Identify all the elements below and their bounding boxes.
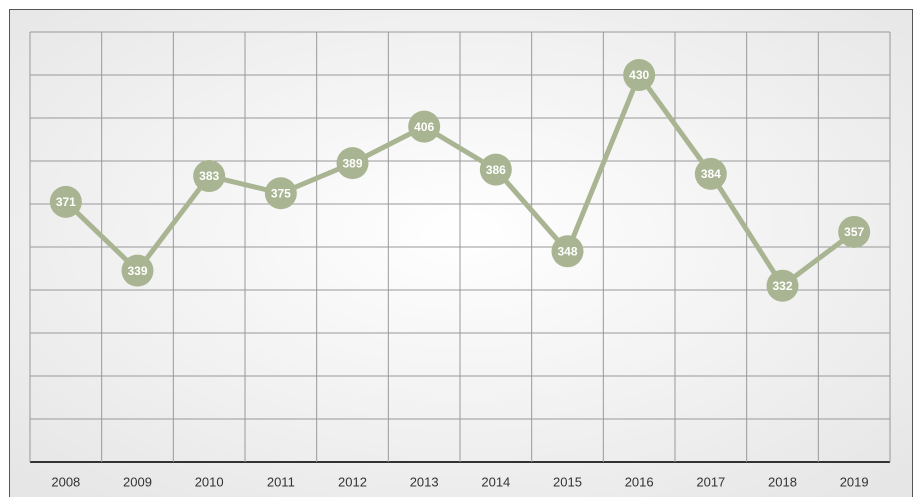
data-label: 384 (701, 167, 721, 181)
point (193, 160, 226, 193)
x-tick-label: 2017 (696, 474, 725, 489)
point (838, 215, 871, 248)
x-tick-label: 2013 (410, 474, 439, 489)
point (121, 254, 154, 287)
point (551, 235, 584, 268)
data-label: 339 (127, 264, 147, 278)
x-tick-label: 2010 (195, 474, 224, 489)
x-tick-label: 2015 (553, 474, 582, 489)
x-tick-label: 2018 (768, 474, 797, 489)
x-tick-label: 2008 (51, 474, 80, 489)
data-label: 375 (271, 186, 291, 200)
point (336, 147, 369, 180)
data-label: 383 (199, 169, 219, 183)
data-label: 332 (772, 279, 792, 293)
point (49, 185, 82, 218)
data-label: 357 (844, 225, 864, 239)
x-tick-label: 2012 (338, 474, 367, 489)
data-label: 371 (56, 195, 76, 209)
x-tick-label: 2014 (481, 474, 510, 489)
line (64, 72, 856, 289)
chart-frame (9, 9, 913, 497)
data-label: 406 (414, 120, 434, 134)
data-label: 348 (557, 244, 577, 258)
data-label: 389 (342, 156, 362, 170)
x-tick-label: 2009 (123, 474, 152, 489)
point (694, 157, 727, 190)
point (479, 153, 512, 186)
data-label: 430 (629, 68, 649, 82)
point (766, 269, 799, 302)
point (408, 110, 441, 143)
data-label: 386 (486, 163, 506, 177)
x-tick-label: 2016 (625, 474, 654, 489)
point (264, 177, 297, 210)
point (623, 59, 656, 91)
x-tick-label: 2011 (267, 474, 295, 489)
x-tick-label: 2019 (840, 474, 869, 489)
